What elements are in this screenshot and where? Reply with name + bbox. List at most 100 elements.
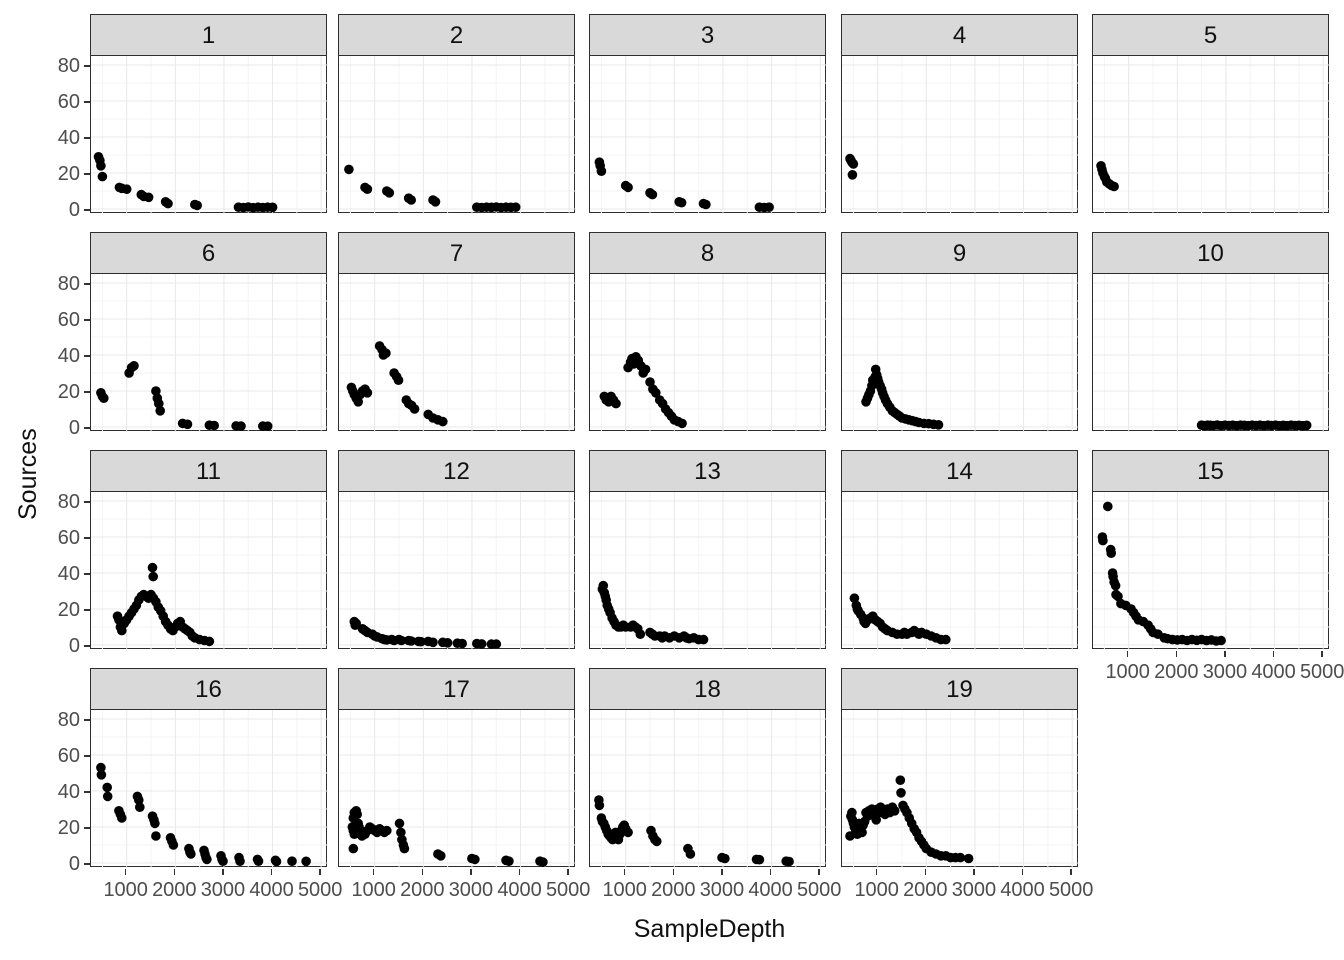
- data-point: [134, 795, 144, 806]
- data-point: [235, 856, 245, 867]
- x-tick-label: 2000: [903, 879, 948, 901]
- x-tick-label: 2000: [152, 879, 197, 901]
- data-point: [476, 639, 487, 650]
- data-point: [651, 388, 661, 398]
- x-tick-mark: [1272, 651, 1275, 657]
- y-tick-label: 80: [57, 272, 80, 295]
- strip-label: 13: [589, 450, 826, 493]
- data-point: [596, 166, 607, 177]
- x-tick-label: 2000: [651, 879, 696, 901]
- data-point: [143, 192, 154, 203]
- data-point: [754, 855, 765, 865]
- y-tick-mark: [84, 427, 90, 429]
- x-tick-mark: [924, 869, 927, 875]
- scatter-points: [339, 492, 576, 651]
- data-point: [611, 399, 621, 409]
- scatter-points: [842, 492, 1079, 651]
- data-point: [1110, 581, 1121, 591]
- data-point: [218, 856, 228, 867]
- data-point: [384, 188, 395, 198]
- data-point: [393, 375, 404, 386]
- y-tick-label: 0: [68, 416, 80, 439]
- data-point: [1103, 501, 1113, 512]
- data-point: [895, 775, 906, 786]
- data-point: [470, 854, 480, 865]
- facet-panel-15: 15: [1092, 450, 1330, 651]
- data-point: [430, 197, 441, 207]
- data-point: [510, 202, 521, 213]
- x-tick-mark: [372, 869, 375, 875]
- x-tick-label: 1000: [1105, 661, 1150, 683]
- strip-label: 12: [338, 450, 575, 493]
- y-tick-mark: [84, 827, 90, 829]
- data-point: [151, 831, 161, 842]
- scatter-points: [842, 274, 1079, 433]
- facet-panel-10: 10: [1092, 232, 1330, 433]
- y-tick-label: 80: [57, 708, 80, 731]
- x-tick-label: 4000: [497, 879, 542, 901]
- x-tick-mark: [973, 869, 975, 875]
- data-point: [647, 190, 658, 200]
- scatter-points: [91, 56, 328, 215]
- data-point: [117, 626, 127, 636]
- scatter-points: [1093, 56, 1330, 215]
- data-point: [362, 184, 373, 195]
- data-point: [382, 826, 392, 836]
- x-tick-mark: [124, 869, 127, 875]
- y-tick-label: 0: [68, 634, 80, 657]
- x-tick-mark: [623, 869, 626, 875]
- scatter-points: [842, 56, 1079, 215]
- plot-area: [338, 491, 576, 651]
- data-point: [96, 763, 106, 773]
- x-tick-mark: [1175, 651, 1178, 657]
- y-tick-mark: [84, 65, 90, 67]
- plot-area: [841, 55, 1079, 215]
- facet-panel-7: 7: [338, 232, 576, 433]
- data-point: [652, 836, 662, 847]
- data-point: [399, 844, 410, 854]
- data-point: [97, 172, 108, 182]
- y-tick-label: 40: [57, 780, 80, 803]
- x-tick-label: 5000: [297, 879, 343, 901]
- data-point: [640, 364, 651, 375]
- y-tick-mark: [84, 755, 90, 757]
- data-point: [436, 851, 446, 861]
- data-point: [963, 854, 974, 864]
- x-tick-label: 3000: [448, 879, 494, 901]
- x-tick-label: 4000: [1000, 879, 1045, 901]
- data-point: [102, 782, 112, 793]
- data-point: [351, 618, 361, 629]
- data-point: [1301, 420, 1312, 431]
- facet-panel-18: 18: [589, 668, 827, 869]
- scatter-points: [842, 710, 1079, 869]
- data-point: [598, 581, 609, 591]
- strip-label: 14: [841, 450, 1078, 493]
- x-tick-label: 1000: [854, 879, 899, 901]
- data-point: [847, 808, 857, 818]
- data-point: [645, 377, 655, 388]
- strip-label: 17: [338, 668, 575, 711]
- facet-panel-6: 6: [90, 232, 328, 433]
- plot-area: [90, 709, 328, 869]
- x-tick-mark: [721, 869, 723, 875]
- data-point: [129, 361, 139, 371]
- data-point: [96, 161, 106, 171]
- x-tick-mark: [1021, 869, 1024, 875]
- plot-area: [90, 491, 328, 651]
- x-tick-mark: [875, 869, 878, 875]
- scatter-points: [91, 492, 328, 651]
- plot-area: [1092, 491, 1330, 651]
- facet-panel-8: 8: [589, 232, 827, 433]
- scatter-points: [590, 492, 827, 651]
- data-point: [192, 200, 202, 211]
- data-point: [204, 636, 215, 647]
- y-tick-mark: [84, 609, 90, 611]
- y-tick-label: 0: [68, 852, 80, 875]
- strip-label: 9: [841, 232, 1078, 275]
- data-point: [457, 639, 467, 649]
- strip-label: 15: [1092, 450, 1329, 493]
- x-tick-label: 3000: [951, 879, 997, 901]
- plot-area: [338, 709, 576, 869]
- data-point: [1113, 591, 1123, 602]
- data-point: [857, 827, 867, 838]
